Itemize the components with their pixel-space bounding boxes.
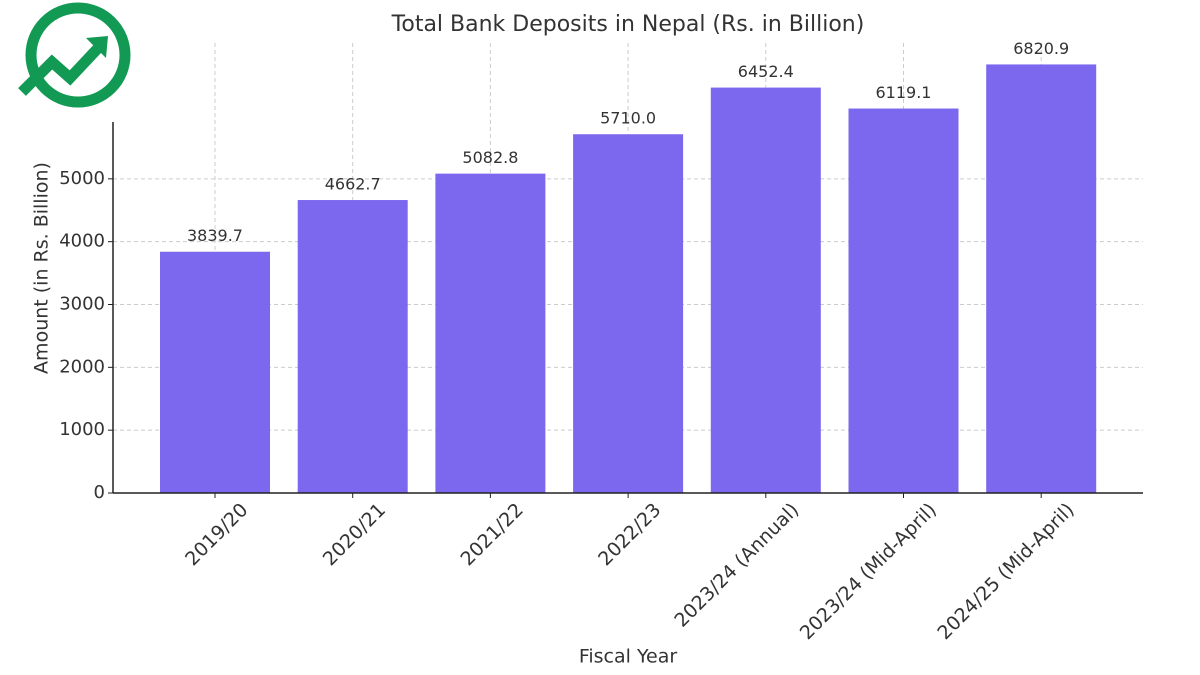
- bar: [986, 64, 1097, 494]
- bar: [297, 200, 408, 494]
- y-tick-label: 3000: [59, 294, 105, 315]
- chart-title: Total Bank Deposits in Nepal (Rs. in Bil…: [391, 12, 865, 37]
- y-tick-label: 4000: [59, 231, 105, 252]
- value-label: 6119.1: [876, 83, 932, 102]
- y-tick-label: 1000: [59, 419, 105, 440]
- value-label: 5710.0: [600, 109, 656, 128]
- x-tick-label: 2019/20: [181, 499, 252, 570]
- logo-arrowhead: [86, 36, 108, 58]
- x-tick-label: 2023/24 (Annual): [670, 499, 803, 632]
- x-tick-label: 2024/25 (Mid-April): [933, 499, 1078, 644]
- x-tick-label: 2020/21: [319, 499, 390, 570]
- value-label: 4662.7: [325, 175, 381, 194]
- logo: [0, 0, 148, 122]
- y-tick-label: 2000: [59, 356, 105, 377]
- bar: [710, 87, 821, 493]
- bar: [573, 134, 684, 493]
- value-label: 3839.7: [187, 226, 243, 245]
- x-tick-label: 2023/24 (Mid-April): [796, 499, 941, 644]
- bar: [435, 173, 546, 494]
- plot-area: 0 1000 2000 3000 4000 5000 3839.7 2019/20 4662.7…: [59, 39, 1143, 644]
- x-axis-label: Fiscal Year: [579, 646, 678, 668]
- y-tick-label: 5000: [59, 168, 105, 189]
- bar: [848, 108, 959, 493]
- y-tick-label: 0: [94, 482, 105, 503]
- x-tick-label: 2022/23: [594, 499, 665, 570]
- value-label: 6820.9: [1013, 39, 1069, 58]
- y-axis-label: Amount (in Rs. Billion): [31, 162, 53, 374]
- value-label: 5082.8: [462, 148, 518, 167]
- value-label: 6452.4: [738, 62, 794, 81]
- bar: [160, 251, 270, 493]
- logo-arrow: [18, 42, 105, 96]
- logo-ring: [25, 2, 131, 108]
- x-tick-label: 2021/22: [456, 499, 527, 570]
